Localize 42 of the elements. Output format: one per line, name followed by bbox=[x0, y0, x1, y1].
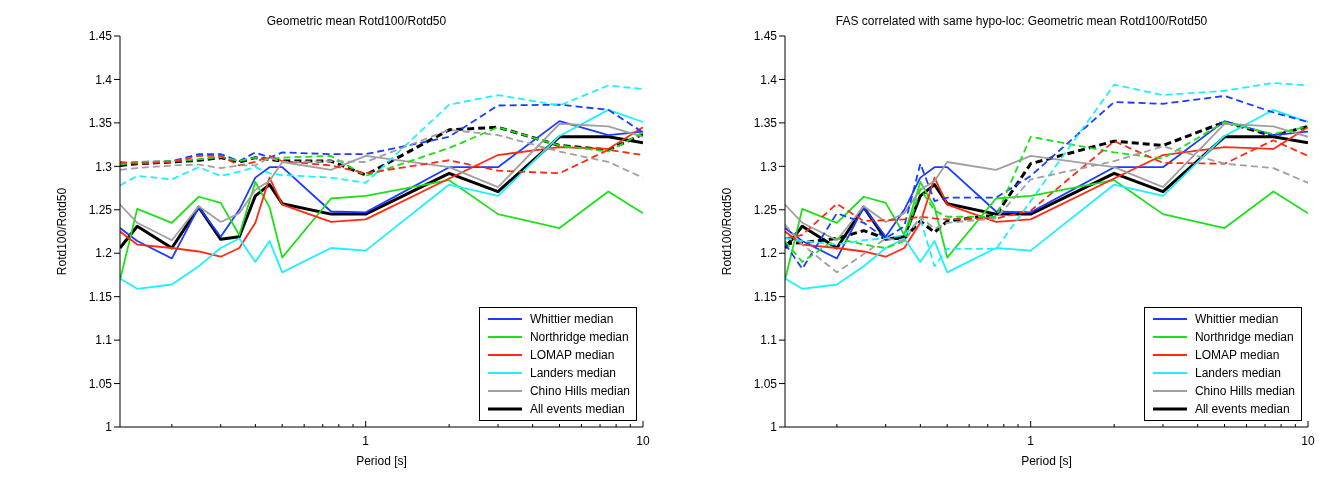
legend-label: Chino Hills median bbox=[1194, 384, 1295, 398]
x-tick-label: 1 bbox=[1027, 434, 1035, 448]
y-tick-label: 1 bbox=[770, 420, 778, 435]
x-tick-label: 10 bbox=[636, 434, 650, 448]
y-tick-label: 1.1 bbox=[760, 333, 778, 348]
legend-label: Landers median bbox=[529, 366, 617, 380]
y-tick-label: 1.05 bbox=[88, 376, 113, 391]
chart-title: FAS correlated with same hypo-loc: Geometric mean Rotd100/Rotd50 bbox=[834, 14, 1209, 28]
y-tick-label: 1.4 bbox=[95, 72, 113, 87]
legend-label: LOMAP median bbox=[529, 348, 615, 362]
x-tick-label: 1 bbox=[362, 434, 370, 448]
y-tick-label: 1.15 bbox=[753, 289, 778, 304]
x-axis-title: Period [s] bbox=[1021, 454, 1072, 468]
x-tick-label: 10 bbox=[1301, 434, 1315, 448]
y-tick-label: 1.3 bbox=[760, 159, 778, 174]
y-tick-label: 1.05 bbox=[753, 376, 778, 391]
y-axis-title: Rotd100/Rotd50 bbox=[720, 187, 735, 276]
legend-label: LOMAP median bbox=[1194, 348, 1280, 362]
y-tick-label: 1.35 bbox=[753, 116, 778, 131]
y-tick-label: 1.3 bbox=[95, 159, 113, 174]
chart-title: Geometric mean Rotd100/Rotd50 bbox=[265, 14, 448, 28]
legend-label: Chino Hills median bbox=[529, 384, 630, 398]
legend-label: All events median bbox=[529, 402, 625, 416]
legend-label: Northridge median bbox=[529, 330, 629, 344]
y-tick-label: 1.45 bbox=[88, 29, 113, 44]
x-axis-title: Period [s] bbox=[356, 454, 407, 468]
legend-label: Landers median bbox=[1194, 366, 1282, 380]
y-tick-label: 1.2 bbox=[95, 246, 113, 261]
y-tick-label: 1 bbox=[105, 420, 113, 435]
y-tick-label: 1.15 bbox=[88, 289, 113, 304]
y-axis-title: Rotd100/Rotd50 bbox=[55, 187, 70, 276]
y-tick-label: 1.4 bbox=[760, 72, 778, 87]
y-tick-label: 1.1 bbox=[95, 333, 113, 348]
y-tick-label: 1.25 bbox=[88, 203, 113, 218]
y-tick-label: 1.2 bbox=[760, 246, 778, 261]
legend-label: Whittier median bbox=[1194, 312, 1279, 326]
y-tick-label: 1.45 bbox=[753, 29, 778, 44]
y-tick-label: 1.25 bbox=[753, 203, 778, 218]
legend-label: All events median bbox=[1194, 402, 1290, 416]
y-tick-label: 1.35 bbox=[88, 116, 113, 131]
legend-label: Whittier median bbox=[529, 312, 614, 326]
legend-label: Northridge median bbox=[1194, 330, 1294, 344]
